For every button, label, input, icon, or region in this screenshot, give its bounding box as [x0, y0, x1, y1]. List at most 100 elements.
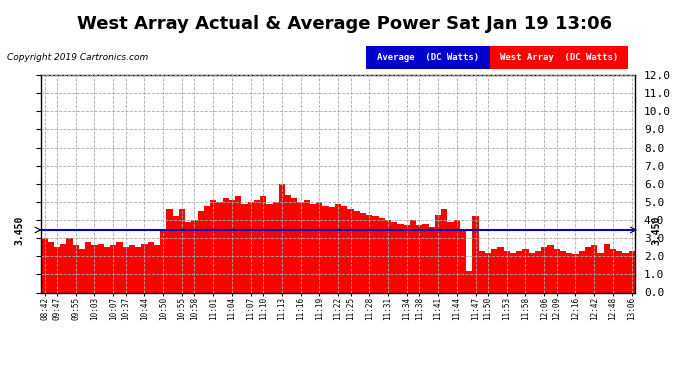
Bar	[235, 196, 242, 292]
Bar	[48, 242, 54, 292]
Bar	[385, 220, 391, 292]
Bar	[154, 245, 160, 292]
Bar	[60, 244, 66, 292]
Bar	[297, 202, 304, 292]
Bar	[260, 196, 266, 292]
Bar	[535, 251, 541, 292]
Bar	[348, 209, 354, 292]
Text: Copyright 2019 Cartronics.com: Copyright 2019 Cartronics.com	[7, 53, 148, 62]
Bar	[328, 207, 335, 292]
Bar	[97, 244, 104, 292]
Bar	[229, 200, 235, 292]
Bar	[104, 247, 110, 292]
Bar	[129, 245, 135, 292]
Bar	[191, 220, 197, 292]
Bar	[185, 222, 191, 292]
Bar	[172, 216, 179, 292]
Bar	[560, 251, 566, 292]
Bar	[166, 209, 172, 292]
Bar	[123, 247, 129, 292]
Bar	[428, 227, 435, 292]
Bar	[366, 214, 373, 292]
Bar	[473, 216, 479, 292]
Bar	[54, 247, 60, 292]
Bar	[485, 253, 491, 292]
Bar	[310, 204, 316, 292]
Bar	[466, 271, 473, 292]
Bar	[616, 251, 622, 292]
Bar	[610, 249, 616, 292]
Bar	[447, 222, 453, 292]
Bar	[491, 249, 497, 292]
Bar	[41, 238, 48, 292]
Bar	[460, 229, 466, 292]
Bar	[285, 195, 291, 292]
Bar	[110, 245, 117, 292]
Bar	[453, 220, 460, 292]
Bar	[273, 202, 279, 292]
Bar	[79, 249, 85, 292]
Bar	[379, 218, 385, 292]
Bar	[598, 253, 604, 292]
Bar	[529, 253, 535, 292]
Bar	[479, 251, 485, 292]
Bar	[397, 224, 404, 292]
Bar	[585, 247, 591, 292]
Bar	[179, 209, 185, 292]
Bar	[223, 198, 229, 292]
Bar	[266, 204, 273, 292]
Bar	[516, 251, 522, 292]
Bar	[553, 249, 560, 292]
Bar	[117, 242, 123, 292]
Bar	[572, 254, 579, 292]
Bar	[373, 216, 379, 292]
Bar	[248, 202, 254, 292]
Bar	[410, 220, 416, 292]
Text: West Array Actual & Average Power Sat Jan 19 13:06: West Array Actual & Average Power Sat Ja…	[77, 15, 613, 33]
Bar	[566, 253, 572, 292]
Text: Average  (DC Watts): Average (DC Watts)	[377, 53, 479, 62]
Bar	[422, 224, 428, 292]
Bar	[547, 245, 553, 292]
Bar	[304, 200, 310, 292]
Bar	[504, 251, 510, 292]
Bar	[216, 202, 223, 292]
Bar	[291, 198, 297, 292]
Bar	[591, 245, 598, 292]
Bar	[342, 206, 348, 292]
Bar	[141, 244, 148, 292]
Bar	[85, 242, 91, 292]
Bar	[416, 225, 422, 292]
Bar	[391, 222, 397, 292]
Bar	[497, 247, 504, 292]
Bar	[360, 213, 366, 292]
Bar	[335, 204, 342, 292]
Bar	[135, 247, 141, 292]
Bar	[204, 206, 210, 292]
Bar	[541, 247, 547, 292]
Bar	[72, 245, 79, 292]
Bar	[354, 211, 360, 292]
Bar	[522, 249, 529, 292]
Text: 3.450: 3.450	[651, 215, 662, 244]
Bar	[254, 200, 260, 292]
Bar	[622, 253, 629, 292]
Bar	[316, 202, 322, 292]
Bar	[241, 204, 248, 292]
Bar	[604, 244, 610, 292]
Bar	[629, 251, 635, 292]
Bar	[322, 206, 328, 292]
Bar	[66, 238, 72, 292]
Text: 3.450: 3.450	[14, 215, 25, 244]
Text: West Array  (DC Watts): West Array (DC Watts)	[500, 53, 618, 62]
Bar	[579, 251, 585, 292]
Bar	[160, 229, 166, 292]
Bar	[279, 184, 285, 292]
Bar	[435, 214, 441, 292]
Bar	[441, 209, 447, 292]
Bar	[510, 253, 516, 292]
Bar	[404, 225, 410, 292]
Bar	[91, 245, 97, 292]
Bar	[197, 211, 204, 292]
Bar	[148, 242, 154, 292]
